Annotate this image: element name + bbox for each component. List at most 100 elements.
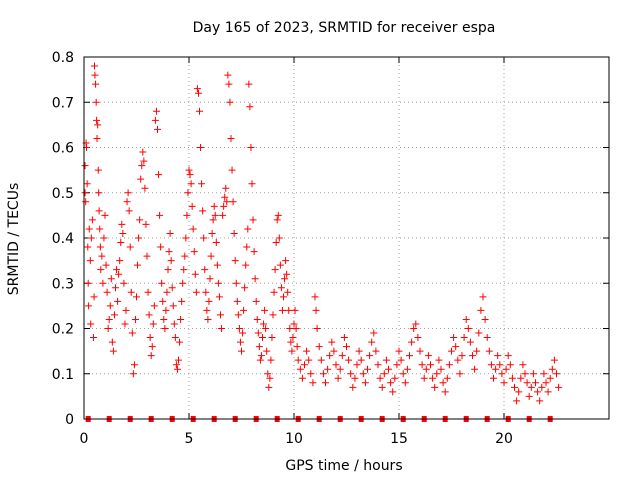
data-point bbox=[345, 356, 353, 364]
data-point bbox=[170, 320, 178, 328]
data-point bbox=[540, 370, 548, 378]
data-point bbox=[91, 71, 99, 79]
data-point bbox=[225, 80, 233, 88]
data-point bbox=[148, 343, 156, 351]
data-point bbox=[477, 306, 485, 314]
data-point bbox=[224, 71, 232, 79]
data-point bbox=[328, 338, 336, 346]
data-point bbox=[544, 388, 552, 396]
data-point bbox=[282, 257, 290, 265]
data-point bbox=[254, 329, 262, 337]
data-point bbox=[246, 103, 254, 111]
data-point bbox=[303, 347, 311, 355]
data-point bbox=[197, 144, 205, 151]
data-point bbox=[502, 365, 510, 373]
x-tick-label: 5 bbox=[185, 431, 194, 447]
data-point bbox=[122, 306, 130, 314]
data-point bbox=[120, 279, 128, 287]
data-point bbox=[492, 365, 500, 373]
data-point bbox=[205, 297, 213, 305]
y-tick-label: 0.8 bbox=[52, 50, 74, 66]
data-point bbox=[109, 347, 117, 355]
data-point bbox=[523, 379, 531, 387]
data-point bbox=[114, 297, 122, 305]
data-point bbox=[292, 325, 300, 332]
data-point bbox=[498, 370, 506, 378]
data-point bbox=[291, 306, 299, 314]
data-point bbox=[95, 189, 103, 197]
data-point bbox=[125, 207, 133, 215]
data-point bbox=[176, 338, 184, 346]
data-point bbox=[357, 356, 365, 364]
data-point bbox=[550, 356, 558, 364]
data-point bbox=[462, 315, 470, 323]
data-point bbox=[490, 374, 497, 382]
data-point bbox=[173, 365, 181, 373]
data-point bbox=[98, 252, 106, 260]
data-point bbox=[214, 279, 222, 287]
data-point bbox=[146, 334, 154, 342]
data-point bbox=[228, 166, 236, 174]
y-tick-label: 0.6 bbox=[52, 141, 74, 157]
data-point bbox=[236, 338, 244, 346]
data-point bbox=[157, 243, 165, 251]
data-point bbox=[443, 374, 451, 382]
data-point bbox=[433, 370, 441, 378]
data-point bbox=[420, 374, 428, 382]
data-point bbox=[403, 365, 411, 373]
data-point bbox=[270, 288, 278, 296]
data-point bbox=[218, 325, 226, 332]
data-point bbox=[88, 216, 96, 224]
data-point bbox=[99, 279, 107, 287]
data-point bbox=[471, 365, 479, 373]
data-point bbox=[464, 325, 472, 332]
data-point bbox=[142, 220, 150, 228]
data-point bbox=[277, 284, 285, 292]
data-point bbox=[252, 297, 260, 305]
data-point bbox=[84, 243, 92, 251]
data-point bbox=[351, 374, 359, 382]
data-point bbox=[185, 166, 193, 174]
data-point bbox=[93, 134, 101, 142]
data-point bbox=[276, 261, 284, 269]
data-point bbox=[511, 383, 518, 391]
data-point bbox=[506, 361, 514, 369]
data-point bbox=[262, 325, 270, 332]
data-point bbox=[263, 347, 271, 355]
data-point bbox=[380, 370, 388, 378]
data-point bbox=[372, 347, 380, 355]
data-point bbox=[231, 257, 239, 265]
y-tick-label: 0.5 bbox=[52, 186, 74, 202]
data-point bbox=[272, 239, 280, 247]
data-point bbox=[141, 184, 149, 192]
data-point bbox=[116, 257, 124, 265]
data-point bbox=[439, 379, 447, 387]
data-point bbox=[515, 388, 523, 396]
plot-frame bbox=[83, 56, 610, 420]
data-point bbox=[166, 229, 174, 237]
data-point bbox=[104, 325, 112, 332]
data-point bbox=[84, 279, 92, 287]
data-point bbox=[177, 315, 185, 323]
data-point bbox=[521, 370, 529, 378]
data-point bbox=[548, 365, 556, 373]
data-point bbox=[309, 379, 317, 387]
data-point bbox=[167, 257, 175, 265]
data-point bbox=[130, 361, 138, 369]
data-point bbox=[452, 343, 460, 351]
data-point bbox=[161, 325, 169, 332]
data-point bbox=[286, 325, 294, 332]
data-point bbox=[209, 216, 217, 224]
data-point bbox=[353, 361, 361, 369]
data-point bbox=[200, 234, 208, 242]
data-point bbox=[129, 370, 137, 378]
data-point bbox=[85, 302, 93, 310]
data-point bbox=[220, 202, 228, 210]
data-point bbox=[245, 80, 253, 88]
data-point bbox=[399, 370, 407, 378]
data-point bbox=[230, 229, 238, 237]
data-point bbox=[244, 225, 252, 233]
data-point bbox=[296, 365, 304, 373]
data-point bbox=[261, 306, 269, 314]
data-point bbox=[418, 361, 426, 369]
